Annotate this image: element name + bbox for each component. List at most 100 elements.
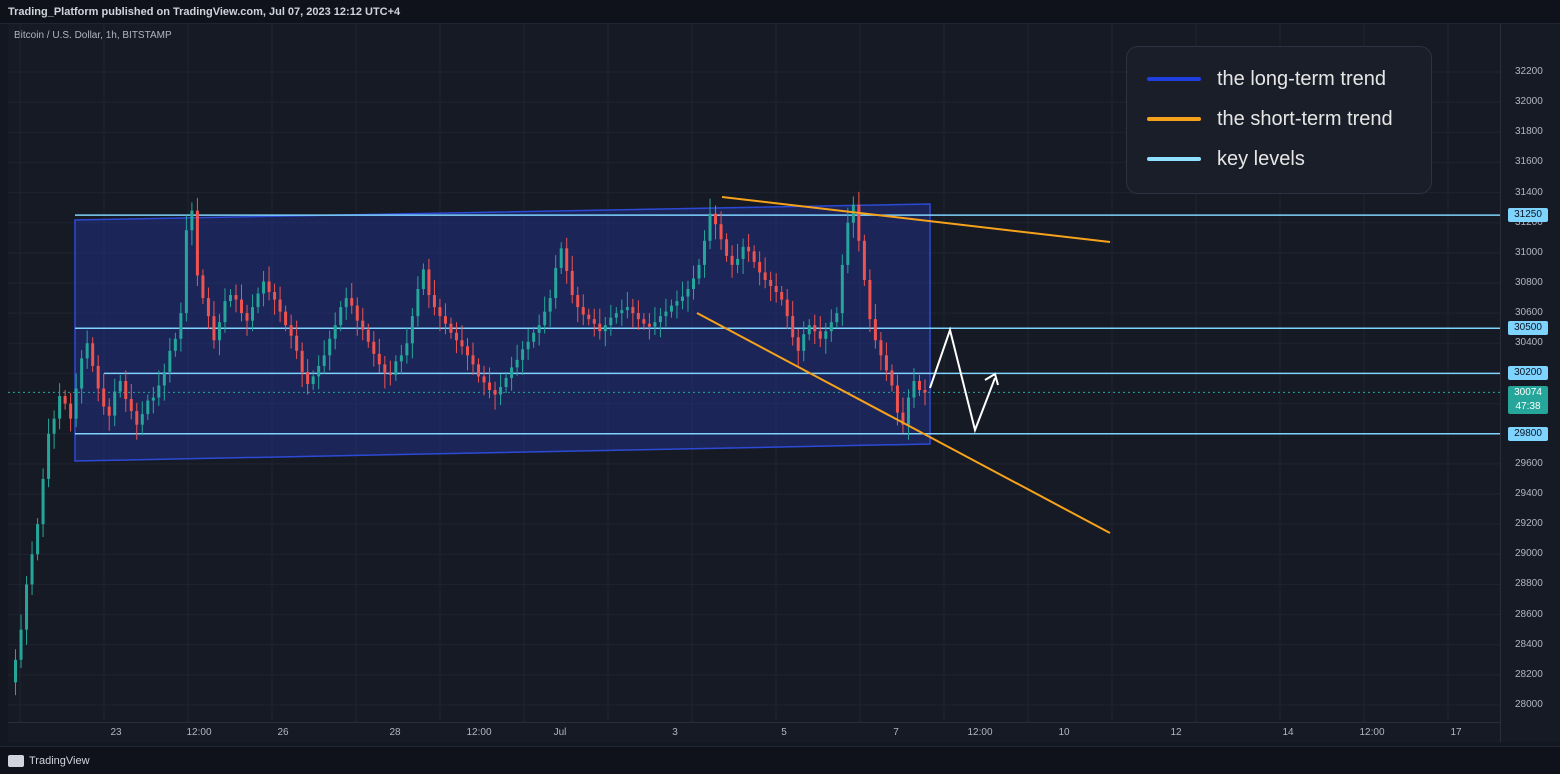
candle-body	[195, 210, 199, 276]
price-scale[interactable]	[1500, 24, 1560, 742]
candle-body	[454, 332, 458, 341]
candle-body	[91, 343, 95, 366]
candle-body	[691, 278, 695, 290]
candle-body	[96, 365, 100, 389]
candle-body	[730, 255, 734, 265]
legend-row-short-term: the short-term trend	[1147, 105, 1393, 133]
candle-body	[669, 305, 673, 312]
price-tick: 31000	[1515, 246, 1543, 258]
time-tick: 12:00	[967, 727, 993, 738]
candle-body	[449, 323, 453, 333]
candle-body	[758, 261, 762, 273]
time-scale[interactable]	[8, 722, 1500, 743]
candle-body	[658, 316, 662, 323]
candle-body	[36, 524, 40, 555]
candle-body	[80, 358, 84, 389]
price-tick: 32000	[1515, 96, 1543, 108]
candle-body	[278, 299, 282, 312]
candle-body	[813, 325, 817, 332]
legend-label-short-term: the short-term trend	[1217, 107, 1393, 130]
candle-body	[162, 371, 166, 386]
candle-body	[289, 325, 293, 336]
candle-body	[273, 292, 277, 300]
candle-body	[460, 340, 464, 347]
candle-body	[311, 376, 315, 384]
candle-body	[537, 325, 541, 333]
candle-body	[515, 359, 519, 368]
symbol-title: Bitcoin / U.S. Dollar, 1h, BITSTAMP	[14, 30, 172, 41]
candle-body	[256, 293, 260, 308]
candle-body	[107, 406, 111, 416]
candle-body	[603, 325, 607, 332]
candle-body	[884, 355, 888, 371]
candle-body	[625, 307, 629, 311]
price-tick: 29000	[1515, 548, 1543, 560]
candle-body	[912, 380, 916, 398]
candle-body	[576, 295, 580, 308]
price-level-badge: 30500	[1508, 321, 1548, 336]
candle-body	[179, 313, 183, 339]
candle-body	[427, 269, 431, 296]
candle-body	[14, 659, 18, 683]
candle-body	[747, 246, 751, 252]
candle-body	[796, 337, 800, 351]
candle-body	[741, 246, 745, 259]
candle-body	[58, 396, 62, 419]
price-tick: 30800	[1515, 277, 1543, 288]
price-tick: 28400	[1515, 638, 1543, 650]
candle-body	[785, 299, 789, 317]
time-tick: 12:00	[186, 727, 212, 738]
candle-body	[30, 554, 34, 585]
candle-body	[879, 340, 883, 356]
price-tick: 28800	[1515, 578, 1543, 590]
current-price-badge: 30074 47:38	[1508, 386, 1548, 415]
candle-body	[570, 270, 574, 296]
candle-body	[251, 307, 255, 321]
candle-body	[581, 307, 585, 315]
candle-body	[642, 319, 646, 324]
candle-body	[851, 204, 855, 223]
candle-body	[267, 281, 271, 293]
candle-body	[824, 331, 828, 339]
candle-body	[190, 210, 194, 231]
candle-body	[377, 353, 381, 365]
candle-body	[421, 269, 425, 290]
candle-body	[63, 396, 67, 404]
candle-body	[609, 317, 613, 326]
candle-body	[620, 310, 624, 314]
long-term-channel	[74, 203, 931, 462]
candle-body	[69, 403, 73, 419]
candle-body	[405, 343, 409, 356]
candle-body	[228, 295, 232, 302]
candle-body	[835, 313, 839, 323]
publisher-header: Trading_Platform published on TradingVie…	[0, 0, 1560, 24]
time-tick: 14	[1282, 727, 1294, 738]
candle-body	[675, 301, 679, 306]
countdown-value: 47:38	[1515, 401, 1541, 413]
candle-body	[592, 319, 596, 324]
candle-body	[840, 264, 844, 314]
candle-body	[240, 299, 244, 314]
legend-row-key-levels: key levels	[1147, 145, 1305, 173]
candle-body	[129, 399, 133, 412]
price-tick: 31400	[1515, 186, 1543, 198]
candle-body	[140, 414, 144, 425]
candle-body	[184, 230, 188, 314]
candle-body	[443, 316, 447, 324]
candle-body	[416, 289, 420, 317]
price-level-badge: 31250	[1508, 208, 1548, 223]
legend-swatch-key-levels	[1147, 157, 1201, 161]
candle-body	[780, 292, 784, 300]
candle-body	[906, 397, 910, 425]
price-level-badge: 30200	[1508, 366, 1548, 381]
candle-body	[846, 222, 850, 265]
candle-body	[350, 298, 354, 306]
legend-label-long-term: the long-term trend	[1217, 67, 1386, 90]
candle-body	[818, 331, 822, 339]
price-tick: 29400	[1515, 488, 1543, 499]
candle-body	[19, 629, 23, 660]
time-tick: 26	[277, 727, 289, 738]
candle-body	[223, 301, 227, 323]
candle-body	[212, 316, 216, 341]
